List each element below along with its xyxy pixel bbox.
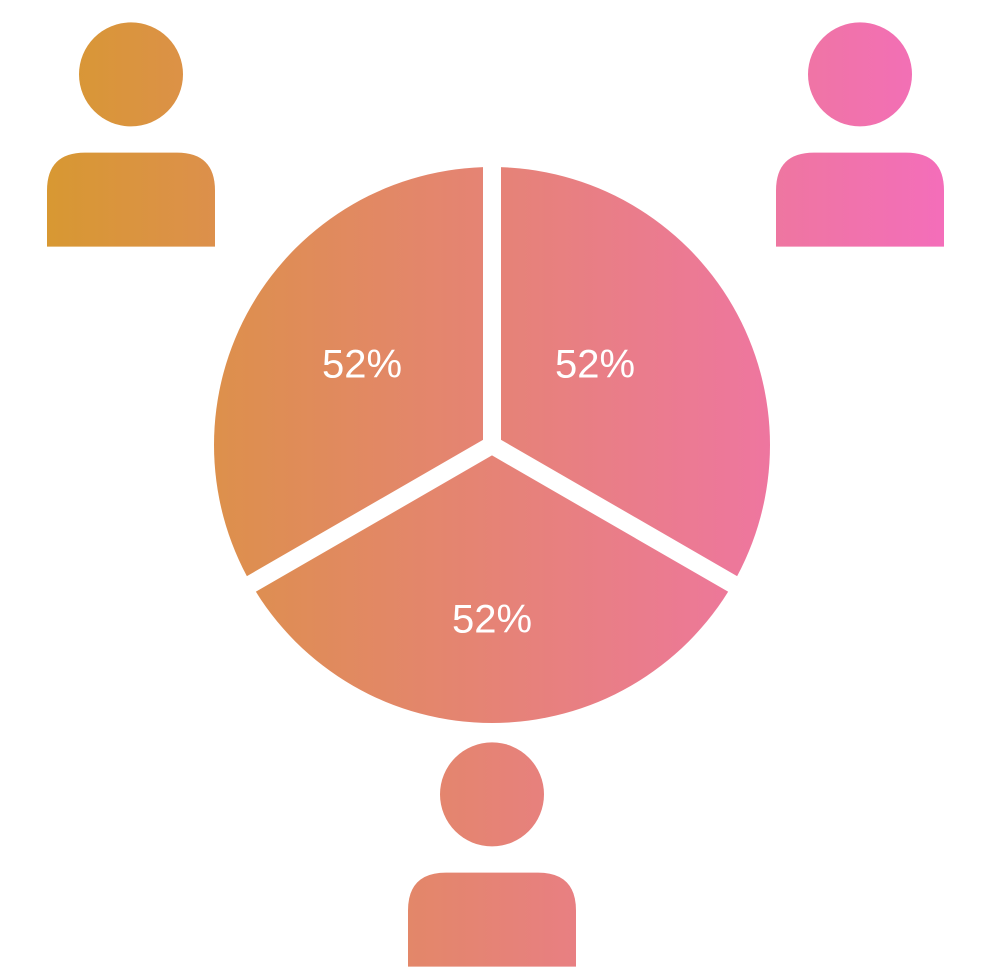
person-top-right	[776, 22, 944, 246]
pie-slice-label-1: 52%	[452, 598, 532, 643]
person-head-icon	[440, 742, 544, 846]
person-top-left	[47, 22, 215, 246]
person-head-icon	[808, 22, 912, 126]
infographic-svg	[0, 0, 985, 980]
person-head-icon	[79, 22, 183, 126]
pie-slice-label-2: 52%	[322, 343, 402, 388]
person-body-icon	[47, 153, 215, 247]
person-body-icon	[408, 873, 576, 967]
person-bottom	[408, 742, 576, 966]
pie-slice-label-0: 52%	[555, 343, 635, 388]
person-body-icon	[776, 153, 944, 247]
infographic-stage: 52% 52% 52%	[0, 0, 985, 980]
